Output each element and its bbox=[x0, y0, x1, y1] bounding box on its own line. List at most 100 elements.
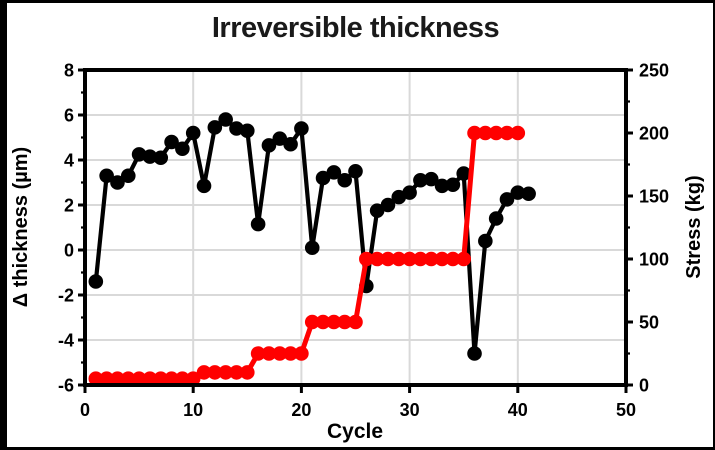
stress-point bbox=[240, 365, 255, 380]
delta-thickness-point bbox=[131, 147, 147, 162]
delta-thickness-point bbox=[380, 197, 396, 213]
delta-thickness-point bbox=[153, 150, 169, 166]
stress-point bbox=[304, 314, 320, 330]
y-left-tick-label: -6 bbox=[58, 376, 74, 396]
delta-thickness-point bbox=[304, 240, 320, 256]
stress-point bbox=[467, 125, 482, 141]
delta-thickness-point bbox=[196, 178, 212, 194]
delta-thickness-point bbox=[261, 138, 277, 153]
stress-point bbox=[294, 346, 309, 361]
y-right-tick-label: 0 bbox=[639, 376, 649, 396]
stress-point bbox=[456, 251, 472, 267]
delta-thickness-point bbox=[488, 211, 504, 226]
delta-thickness-point bbox=[175, 141, 190, 157]
stress-point bbox=[499, 125, 515, 141]
delta-thickness-point bbox=[207, 120, 223, 135]
delta-thickness-point bbox=[88, 274, 104, 289]
y-right-tick-label: 100 bbox=[639, 250, 669, 270]
y-left-tick-label: 0 bbox=[64, 241, 74, 261]
chart-title: Irreversible thickness bbox=[211, 12, 500, 44]
stress-point bbox=[423, 251, 439, 267]
stress-point bbox=[391, 251, 407, 267]
delta-thickness-point bbox=[445, 177, 461, 193]
x-tick-label: 50 bbox=[616, 400, 636, 420]
stress-point bbox=[131, 371, 147, 387]
stress-point bbox=[261, 346, 277, 361]
stress-point bbox=[478, 125, 493, 141]
delta-thickness-point bbox=[499, 192, 515, 207]
delta-thickness-point bbox=[434, 178, 450, 194]
delta-thickness-point bbox=[164, 134, 179, 150]
stress-point bbox=[110, 371, 125, 387]
y-left-tick-label: 6 bbox=[64, 106, 74, 126]
delta-thickness-point bbox=[337, 172, 352, 188]
y-right-tick-label: 250 bbox=[639, 61, 669, 81]
delta-thickness-point bbox=[218, 112, 233, 127]
y-left-tick-label: -2 bbox=[58, 286, 74, 306]
data-series bbox=[88, 112, 536, 387]
stress-point bbox=[196, 365, 212, 380]
delta-thickness-point bbox=[99, 168, 114, 184]
delta-thickness-point bbox=[423, 171, 439, 187]
x-tick-label: 10 bbox=[183, 400, 203, 420]
stress-point bbox=[510, 125, 526, 141]
delta-thickness-point bbox=[272, 131, 288, 146]
delta-thickness-point bbox=[185, 125, 201, 141]
x-tick-label: 20 bbox=[291, 400, 311, 420]
stress-point bbox=[207, 365, 223, 380]
stress-point bbox=[88, 371, 104, 387]
delta-thickness-point bbox=[467, 346, 482, 361]
stress-point bbox=[272, 346, 288, 361]
stress-point bbox=[369, 251, 385, 267]
y-left-tick-label: 2 bbox=[64, 196, 74, 216]
y-right-tick-label: 150 bbox=[639, 187, 669, 207]
stress-point bbox=[153, 371, 169, 387]
plot-border bbox=[83, 68, 628, 387]
y-left-axis-title: Δ thickness (µm) bbox=[10, 147, 32, 307]
delta-thickness-point bbox=[110, 175, 125, 190]
delta-thickness-point bbox=[294, 121, 309, 136]
delta-thickness-point bbox=[326, 165, 342, 180]
x-tick-label: 40 bbox=[508, 400, 528, 420]
stress-point bbox=[413, 251, 428, 267]
stress-point bbox=[380, 251, 396, 267]
x-axis-title: Cycle bbox=[327, 420, 383, 443]
stress-point bbox=[315, 314, 331, 330]
stress-point bbox=[164, 371, 179, 387]
delta-thickness-point bbox=[478, 233, 493, 249]
stress-point bbox=[359, 251, 374, 267]
delta-thickness-point bbox=[348, 163, 363, 179]
stress-point bbox=[218, 365, 233, 380]
stress-point bbox=[283, 346, 298, 361]
stress-point bbox=[488, 125, 504, 141]
delta-thickness-point bbox=[142, 149, 158, 164]
y-right-tick-label: 200 bbox=[639, 124, 669, 144]
delta-thickness-point bbox=[369, 203, 385, 218]
gridlines bbox=[85, 70, 626, 385]
stress-point bbox=[348, 314, 363, 330]
delta-thickness-point bbox=[229, 121, 244, 136]
delta-thickness-point bbox=[283, 136, 298, 152]
delta-thickness-point bbox=[250, 216, 266, 232]
stress-point bbox=[326, 314, 342, 330]
delta-thickness-point bbox=[315, 170, 331, 186]
axis-ticks bbox=[78, 68, 633, 393]
y-left-tick-label: 4 bbox=[64, 151, 74, 171]
stress-point bbox=[402, 251, 417, 267]
y-left-tick-label: -4 bbox=[58, 331, 74, 351]
delta-thickness-point bbox=[413, 172, 428, 188]
stress-point bbox=[337, 314, 352, 330]
delta-thickness-point bbox=[240, 123, 255, 139]
stress-point bbox=[445, 251, 461, 267]
stress-point bbox=[175, 371, 190, 387]
delta-thickness-point bbox=[120, 168, 136, 184]
x-tick-label: 30 bbox=[400, 400, 420, 420]
delta-thickness-point bbox=[521, 186, 536, 202]
axis-titles: Cycle Δ thickness (µm) Stress (kg) bbox=[10, 147, 705, 443]
y-right-axis-title: Stress (kg) bbox=[683, 175, 705, 278]
stress-point bbox=[120, 371, 136, 387]
